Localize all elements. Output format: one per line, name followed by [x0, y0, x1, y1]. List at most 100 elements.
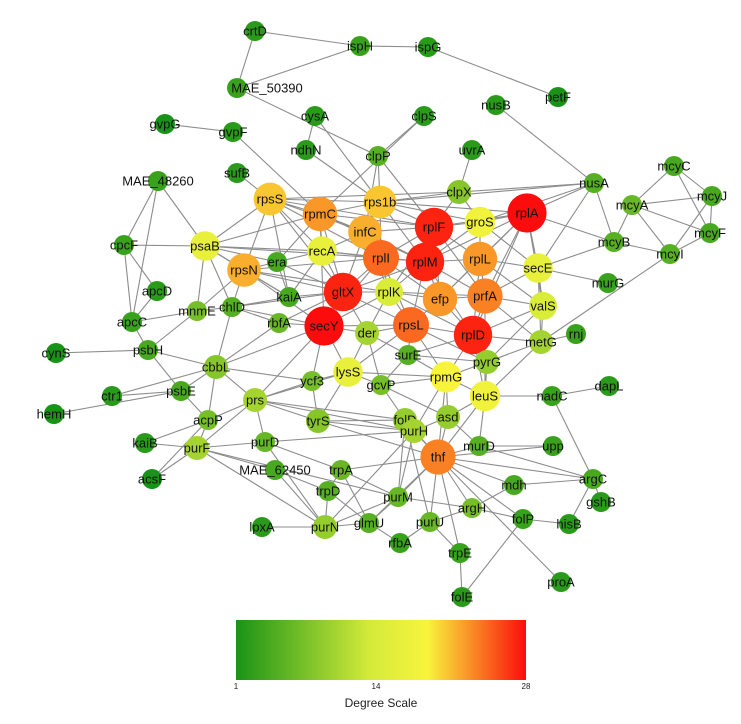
node-circle[interactable]	[700, 223, 720, 243]
node-clpX[interactable]: clpX	[446, 180, 472, 204]
node-circle[interactable]	[622, 195, 642, 215]
node-infC[interactable]: infC	[348, 215, 382, 249]
node-gltX[interactable]: gltX	[323, 272, 363, 312]
node-circle[interactable]	[664, 156, 684, 176]
node-circle[interactable]	[269, 313, 289, 333]
node-trpD[interactable]: trpD	[316, 481, 341, 501]
node-lpxA[interactable]: lpxA	[249, 517, 275, 537]
node-thf[interactable]: thf	[420, 439, 456, 475]
node-circle[interactable]	[44, 404, 64, 424]
node-rplI[interactable]: rplI	[363, 240, 399, 276]
node-circle[interactable]	[507, 193, 547, 233]
node-circle[interactable]	[529, 292, 557, 320]
node-metG[interactable]: metG	[525, 330, 557, 354]
node-circle[interactable]	[559, 514, 579, 534]
node-circle[interactable]	[462, 241, 498, 277]
node-circle[interactable]	[702, 186, 722, 206]
node-gshB[interactable]: gshB	[586, 492, 616, 512]
node-purH[interactable]: purH	[400, 419, 428, 443]
node-lysS[interactable]: lysS	[333, 357, 363, 387]
node-circle[interactable]	[313, 515, 337, 539]
node-nadC[interactable]: nadC	[536, 386, 568, 406]
node-circle[interactable]	[253, 182, 287, 216]
node-trpA[interactable]: trpA	[329, 460, 353, 480]
node-tyrS[interactable]: tyrS	[306, 409, 330, 433]
node-circle[interactable]	[436, 405, 460, 429]
node-circle[interactable]	[138, 340, 158, 360]
node-groS[interactable]: groS	[464, 206, 496, 238]
node-circle[interactable]	[190, 231, 220, 261]
node-efp[interactable]: efp	[422, 281, 458, 317]
node-circle[interactable]	[599, 376, 619, 396]
node-cbbL[interactable]: cbbL	[202, 355, 230, 379]
node-circle[interactable]	[405, 242, 445, 282]
node-ispH[interactable]: ispH	[347, 36, 373, 56]
node-circle[interactable]	[660, 244, 680, 264]
node-rpsS[interactable]: rpsS	[253, 182, 287, 216]
node-circle[interactable]	[245, 21, 265, 41]
node-circle[interactable]	[548, 87, 568, 107]
node-argH[interactable]: argH	[458, 498, 486, 518]
node-circle[interactable]	[187, 301, 207, 321]
node-rplF[interactable]: rplF	[414, 207, 454, 247]
node-circle[interactable]	[551, 572, 571, 592]
node-circle[interactable]	[359, 513, 379, 533]
node-leuS[interactable]: leuS	[469, 380, 501, 412]
node-purU[interactable]: purU	[416, 512, 444, 532]
node-circle[interactable]	[155, 114, 175, 134]
node-sufB[interactable]: sufB	[224, 163, 250, 183]
node-rbfA[interactable]: rbfA	[267, 313, 291, 333]
node-purF[interactable]: purF	[184, 436, 211, 460]
node-circle[interactable]	[223, 122, 243, 142]
node-psaB[interactable]: psaB	[190, 231, 220, 261]
node-gvpG[interactable]: gvpG	[149, 114, 181, 134]
node-circle[interactable]	[122, 312, 142, 332]
node-circle[interactable]	[513, 509, 533, 529]
node-psbH[interactable]: psbH	[133, 340, 163, 360]
node-circle[interactable]	[227, 78, 247, 98]
node-hisB[interactable]: hisB	[556, 514, 582, 534]
node-circle[interactable]	[414, 207, 454, 247]
node-circle[interactable]	[583, 469, 603, 489]
node-gvpF[interactable]: gvpF	[219, 122, 248, 142]
node-circle[interactable]	[422, 281, 458, 317]
node-circle[interactable]	[452, 587, 472, 607]
node-mcyB[interactable]: mcyB	[598, 232, 631, 252]
node-MAE_50390[interactable]: MAE_50390	[227, 78, 303, 98]
node-circle[interactable]	[469, 436, 489, 456]
node-circle[interactable]	[227, 253, 261, 287]
node-circle[interactable]	[318, 481, 338, 501]
node-valS[interactable]: valS	[529, 292, 557, 320]
node-circle[interactable]	[398, 345, 418, 365]
node-crtD[interactable]: crtD	[243, 21, 267, 41]
node-circle[interactable]	[142, 469, 162, 489]
node-circle[interactable]	[591, 492, 611, 512]
node-circle[interactable]	[255, 432, 275, 452]
node-mcyA[interactable]: mcyA	[616, 195, 649, 215]
node-circle[interactable]	[222, 297, 242, 317]
node-rfbA[interactable]: rfbA	[388, 533, 412, 553]
node-mdh[interactable]: mdh	[501, 475, 527, 495]
node-circle[interactable]	[598, 273, 618, 293]
node-uvrA[interactable]: uvrA	[459, 140, 486, 160]
node-glmU[interactable]: glmU	[354, 513, 384, 533]
node-circle[interactable]	[227, 163, 247, 183]
node-argC[interactable]: argC	[579, 469, 607, 489]
node-cynS[interactable]: cynS	[42, 343, 71, 363]
node-purD[interactable]: purD	[251, 432, 279, 452]
node-circle[interactable]	[267, 252, 287, 272]
node-prs[interactable]: prs	[243, 388, 267, 412]
node-asd[interactable]: asd	[436, 405, 460, 429]
node-mcyI[interactable]: mcyI	[656, 244, 684, 264]
node-circle[interactable]	[252, 517, 272, 537]
node-circle[interactable]	[348, 215, 382, 249]
node-rpsL[interactable]: rpsL	[393, 307, 429, 343]
node-rplD[interactable]: rplD	[453, 315, 493, 355]
node-circle[interactable]	[418, 37, 438, 57]
node-circle[interactable]	[402, 419, 426, 443]
node-circle[interactable]	[302, 371, 322, 391]
node-circle[interactable]	[430, 361, 462, 393]
node-secE[interactable]: secE	[523, 253, 553, 283]
node-rpmC[interactable]: rpmC	[302, 196, 338, 232]
node-petF[interactable]: petF	[545, 87, 571, 107]
